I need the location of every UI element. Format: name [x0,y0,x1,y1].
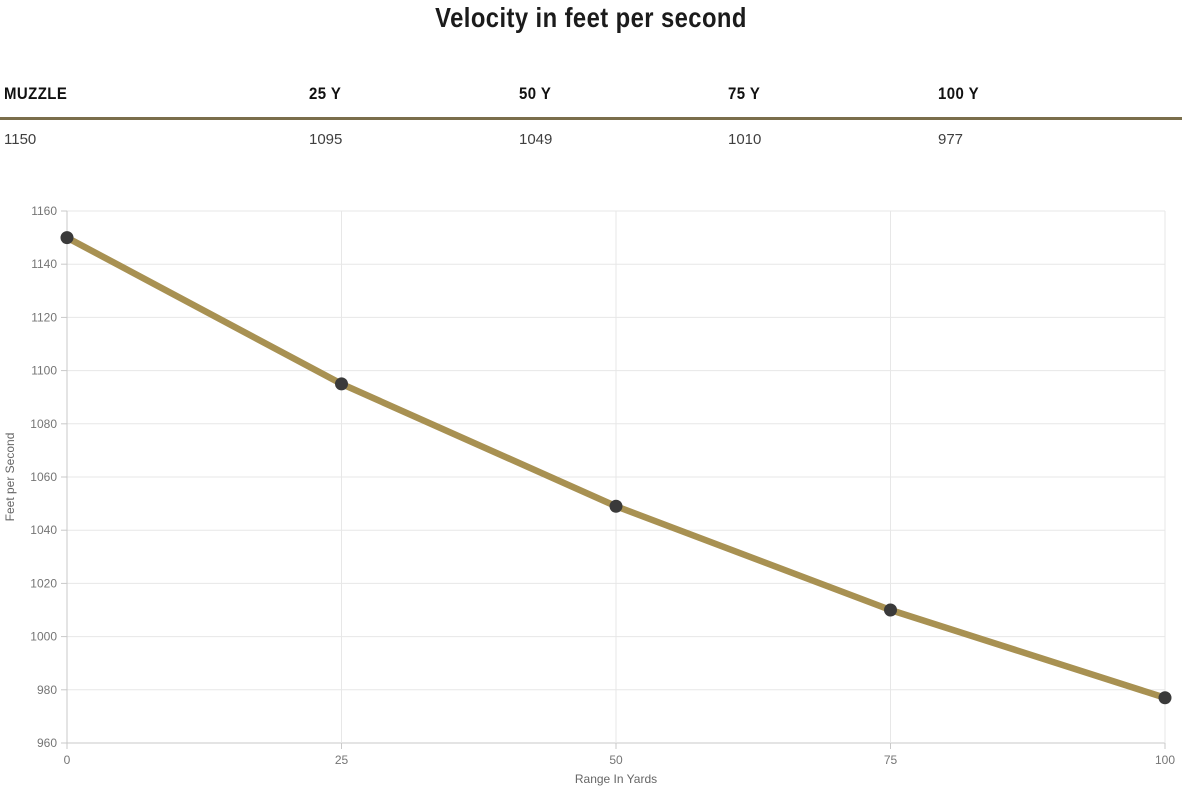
y-tick-label: 1060 [30,470,57,484]
y-tick-label: 1100 [31,364,57,378]
table-value-cell: 977 [938,131,964,148]
table-header-cell: MUZZLE [0,84,305,104]
y-axis-title: Feet per Second [3,433,17,522]
x-tick-label: 0 [64,753,71,767]
y-tick-label: 1040 [30,523,57,537]
y-tick-label: 1000 [30,630,57,644]
table-header-row: MUZZLE 25 Y 50 Y 75 Y 100 Y [0,84,1182,104]
data-point[interactable] [884,603,897,617]
table-header-cell-text: MUZZLE [4,84,68,103]
table-header-cell: 75 Y [724,84,934,104]
table-value-cell: 1150 [4,131,37,148]
x-axis-title: Range In Yards [575,772,657,786]
x-tick-label: 75 [884,753,898,767]
data-point[interactable] [1158,691,1172,705]
x-tick-label: 25 [335,753,349,767]
table-value-row: 1150 1095 1049 1010 977 [0,131,1182,148]
y-tick-label: 980 [37,683,57,697]
y-tick-label: 1080 [30,417,57,431]
chart-canvas: 9609801000102010401060108011001120114011… [3,204,1175,786]
table-header-cell: 100 Y [934,84,1182,104]
velocity-chart: 960 980 1000 1020 1040 1060 1080 1100 1120 1140 11… [0,195,1182,791]
y-tick-label: 1160 [31,204,57,218]
data-point[interactable] [60,231,74,245]
table-header-cell: 50 Y [515,84,724,104]
table-header-cell-text: 75 Y [728,84,761,103]
y-tick-label: 1140 [31,257,57,271]
table-value-cell: 1049 [519,131,553,148]
table-separator [0,117,1182,120]
y-tick-label: 1120 [31,310,57,324]
y-tick-label: 1020 [30,576,57,590]
table-header-cell-text: 100 Y [938,84,980,103]
data-point[interactable] [335,377,348,391]
data-point[interactable] [609,499,623,513]
table-value-cell: 1095 [309,131,343,148]
table-header-cell: 25 Y [305,84,515,104]
x-tick-label: 50 [609,753,623,767]
x-tick-label: 100 [1155,753,1175,767]
page-title: Velocity in feet per second [435,2,747,33]
table-header-cell-text: 50 Y [519,84,552,103]
table-header-cell-text: 25 Y [309,84,342,103]
table-value-cell: 1010 [728,131,762,148]
y-tick-label: 960 [37,736,57,750]
